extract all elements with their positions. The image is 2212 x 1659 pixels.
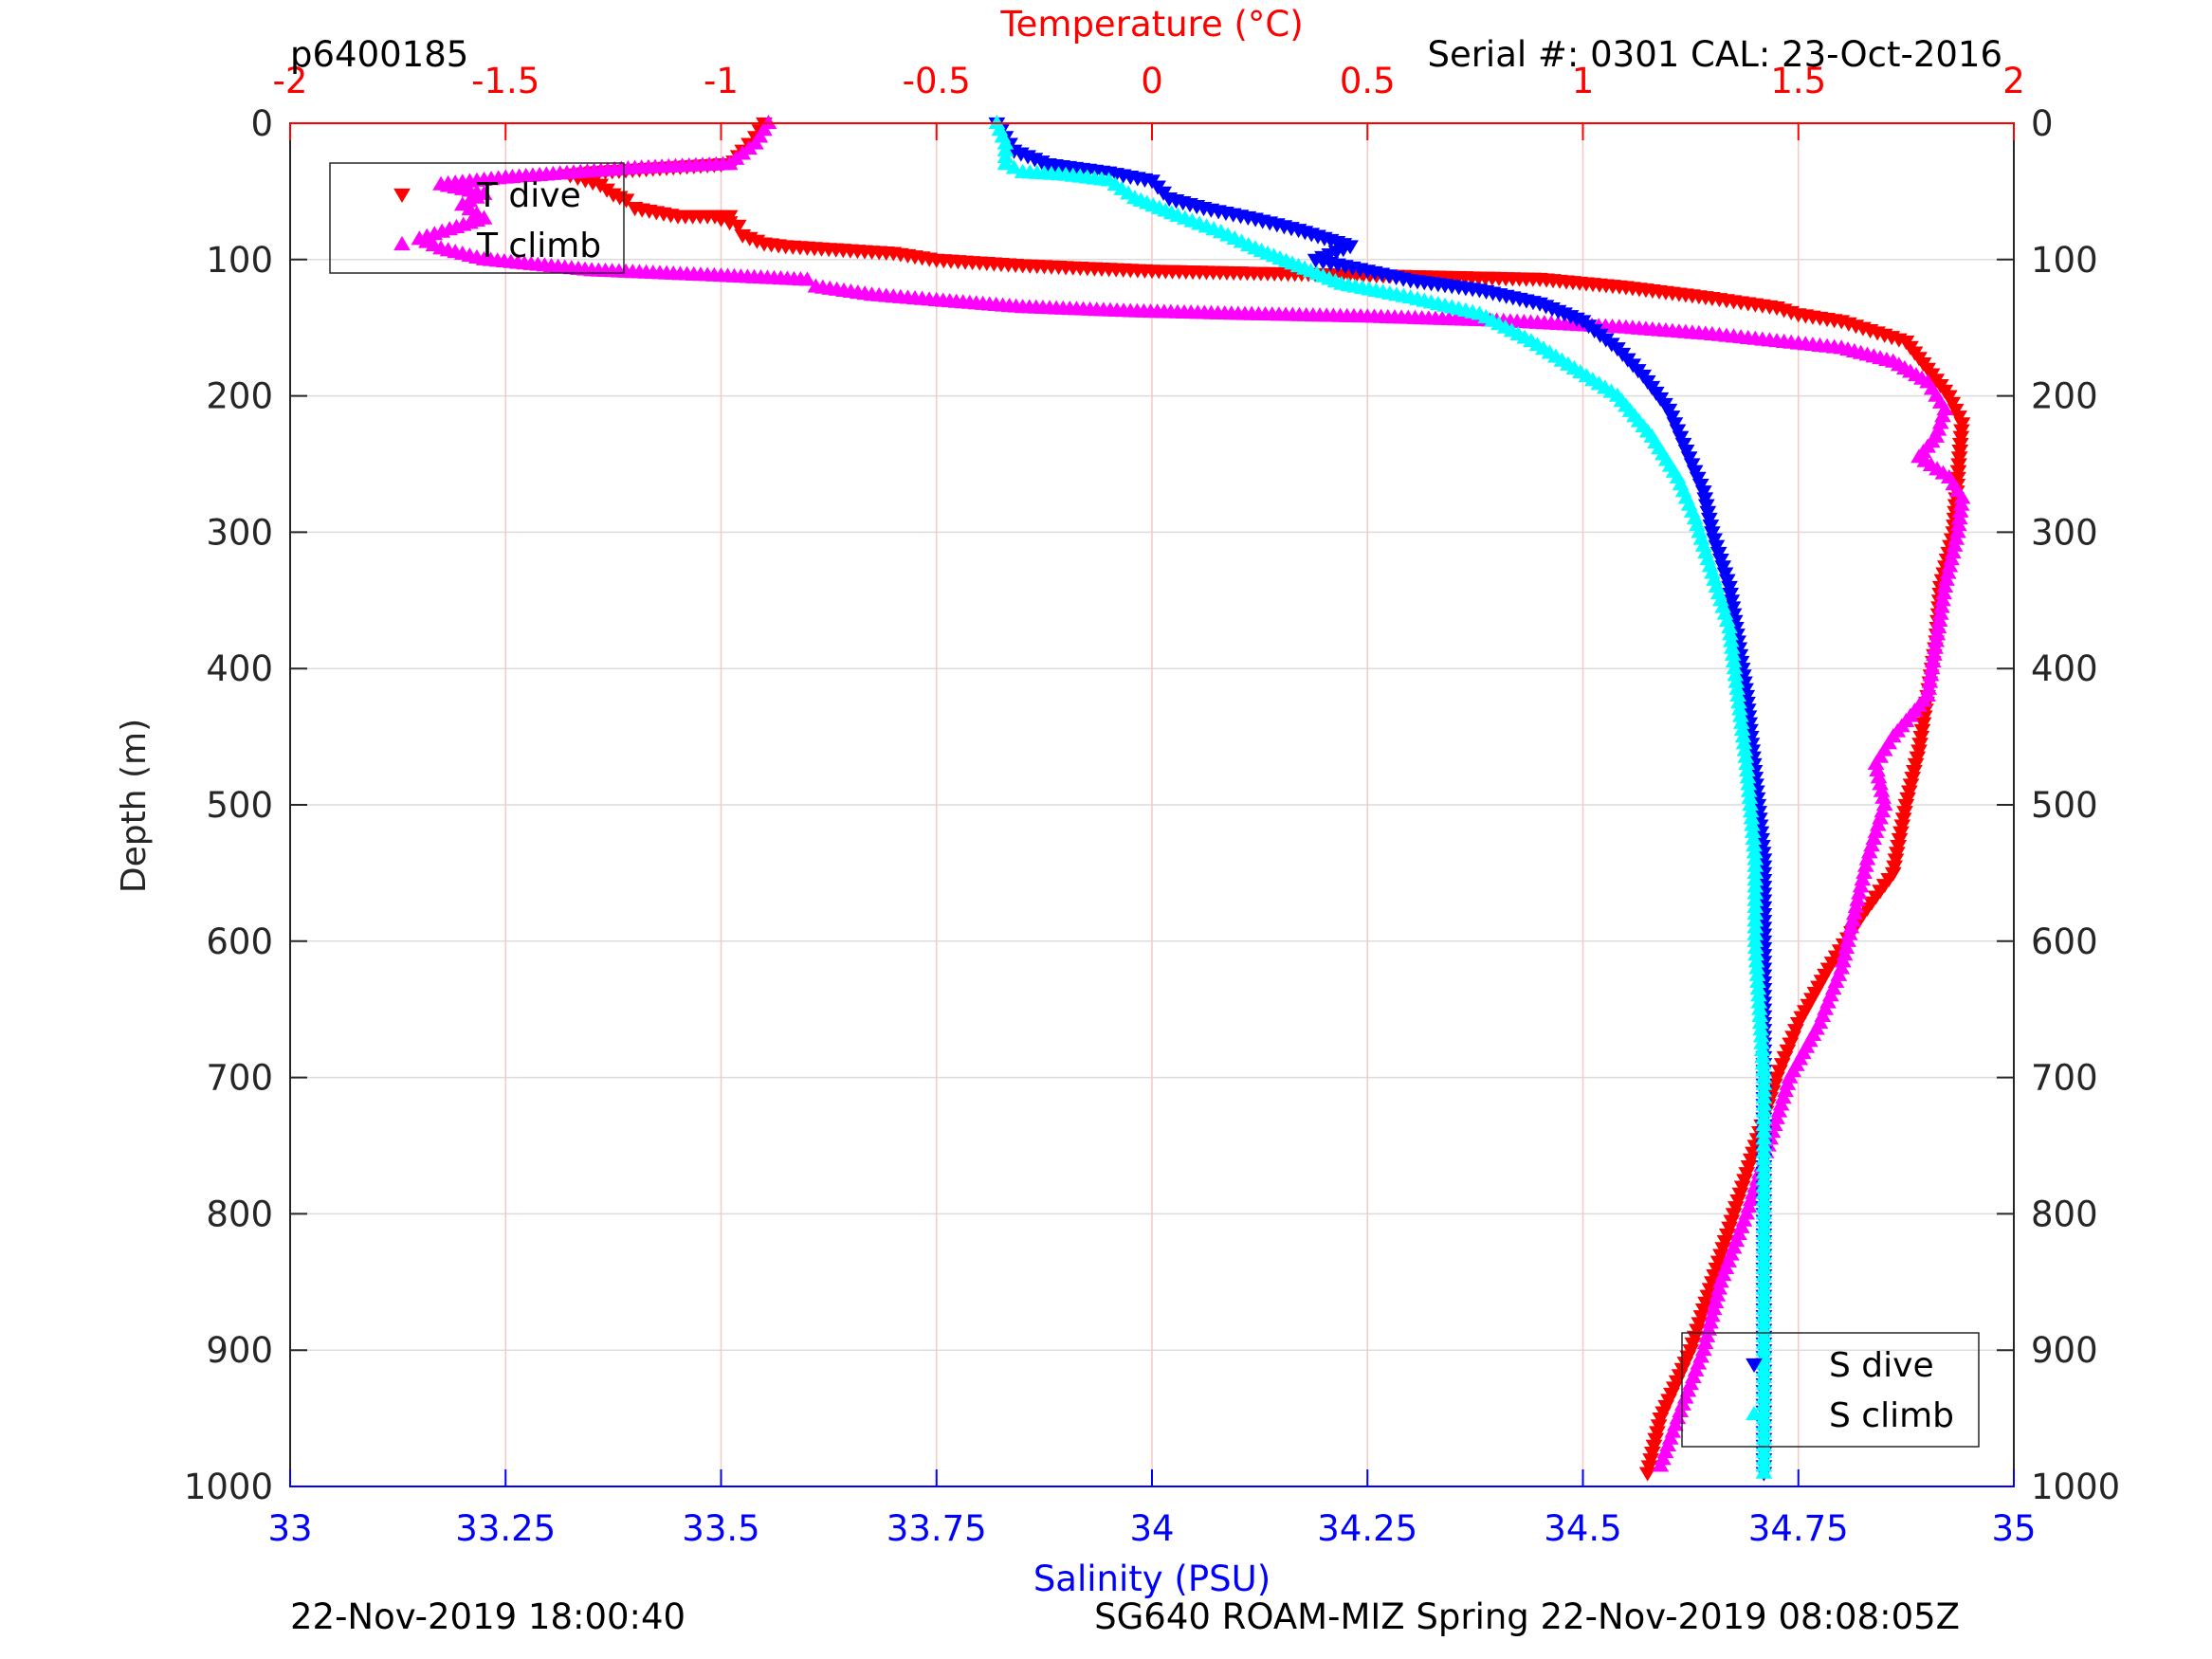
series-s-climb <box>988 115 1773 1479</box>
temperature-tick-label: 1.5 <box>1770 61 1826 101</box>
temperature-tick-label: 0 <box>1141 61 1163 101</box>
legend-entry: T dive <box>476 176 581 215</box>
salinity-tick-label: 34 <box>1129 1508 1174 1549</box>
depth-tick-label-right: 600 <box>2031 921 2098 962</box>
depth-tick-label-left: 200 <box>206 376 273 417</box>
salinity-tick-label: 33.75 <box>887 1508 987 1549</box>
footer-timestamp: 22-Nov-2019 18:00:40 <box>290 1596 686 1637</box>
temperature-tick-label: -1 <box>704 61 739 101</box>
salinity-tick-label: 34.25 <box>1317 1508 1417 1549</box>
data-point <box>996 155 1015 171</box>
legend-salinity: S dive S climb <box>1681 1332 1980 1448</box>
temperature-tick-label: -2 <box>273 61 308 101</box>
salinity-tick-label: 33.5 <box>682 1508 759 1549</box>
axes: 0 0 100 100 200 200 300 300 400 400 500 500 600 600 70… <box>184 61 2120 1549</box>
salinity-axis-label: Salinity (PSU) <box>1033 1559 1271 1599</box>
temperature-tick-label: 1 <box>1572 61 1595 101</box>
depth-tick-label-right: 400 <box>2031 648 2098 689</box>
legend-marker <box>393 236 411 251</box>
depth-tick-label-right: 700 <box>2031 1058 2098 1099</box>
depth-tick-label-left: 300 <box>206 512 273 553</box>
legend-marker <box>1746 1406 1763 1421</box>
legend-temperature: T dive T climb <box>329 162 625 274</box>
salinity-tick-label: 34.5 <box>1544 1508 1621 1549</box>
salinity-tick-label: 35 <box>1991 1508 2036 1549</box>
salinity-tick-label: 33.25 <box>455 1508 556 1549</box>
depth-tick-label-left: 500 <box>206 785 273 826</box>
temperature-axis-label: Temperature (°C) <box>999 4 1303 45</box>
legend-box <box>1681 1332 1980 1448</box>
footer-mission: SG640 ROAM-MIZ Spring 22-Nov-2019 08:08:… <box>1094 1596 1960 1637</box>
legend-box <box>329 162 625 274</box>
legend-marker <box>393 188 411 203</box>
depth-tick-label-right: 500 <box>2031 785 2098 826</box>
depth-tick-label-left: 1000 <box>184 1467 273 1507</box>
depth-tick-label-left: 400 <box>206 648 273 689</box>
depth-tick-label-right: 200 <box>2031 376 2098 417</box>
salinity-tick-label: 34.75 <box>1748 1508 1849 1549</box>
legend-entry: S climb <box>1829 1396 1954 1435</box>
depth-tick-label-left: 800 <box>206 1194 273 1234</box>
data-point <box>1755 1464 1773 1479</box>
depth-tick-label-right: 900 <box>2031 1330 2098 1371</box>
depth-tick-label-left: 600 <box>206 921 273 962</box>
depth-tick-label-left: 0 <box>250 103 273 144</box>
legend-entry: S dive <box>1829 1346 1934 1385</box>
profile-id: p6400185 <box>290 34 468 75</box>
temperature-tick-label: 0.5 <box>1340 61 1396 101</box>
data-point <box>617 193 635 209</box>
temperature-tick-label: -1.5 <box>471 61 539 101</box>
serial-cal-info: Serial #: 0301 CAL: 23-Oct-2016 <box>1427 34 2002 75</box>
depth-tick-label-right: 1000 <box>2031 1467 2120 1507</box>
temperature-tick-label: 2 <box>2002 61 2025 101</box>
depth-tick-label-right: 800 <box>2031 1194 2098 1234</box>
data-point <box>1652 1457 1670 1472</box>
depth-tick-label-left: 100 <box>206 240 273 281</box>
legend-entry: T climb <box>476 227 601 265</box>
depth-tick-label-left: 700 <box>206 1058 273 1099</box>
temperature-tick-label: -0.5 <box>903 61 971 101</box>
data-point <box>729 219 747 234</box>
y-axis-label: Depth (m) <box>115 719 154 893</box>
depth-tick-label-right: 100 <box>2031 240 2098 281</box>
series-layer <box>411 115 1971 1482</box>
salinity-tick-label: 33 <box>267 1508 312 1549</box>
depth-tick-label-right: 300 <box>2031 512 2098 553</box>
data-point <box>1638 1467 1656 1482</box>
depth-tick-label-left: 900 <box>206 1330 273 1371</box>
data-point <box>798 271 816 286</box>
depth-tick-label-right: 0 <box>2031 103 2054 144</box>
data-point <box>1005 159 1023 174</box>
legend-marker <box>1746 1358 1763 1373</box>
